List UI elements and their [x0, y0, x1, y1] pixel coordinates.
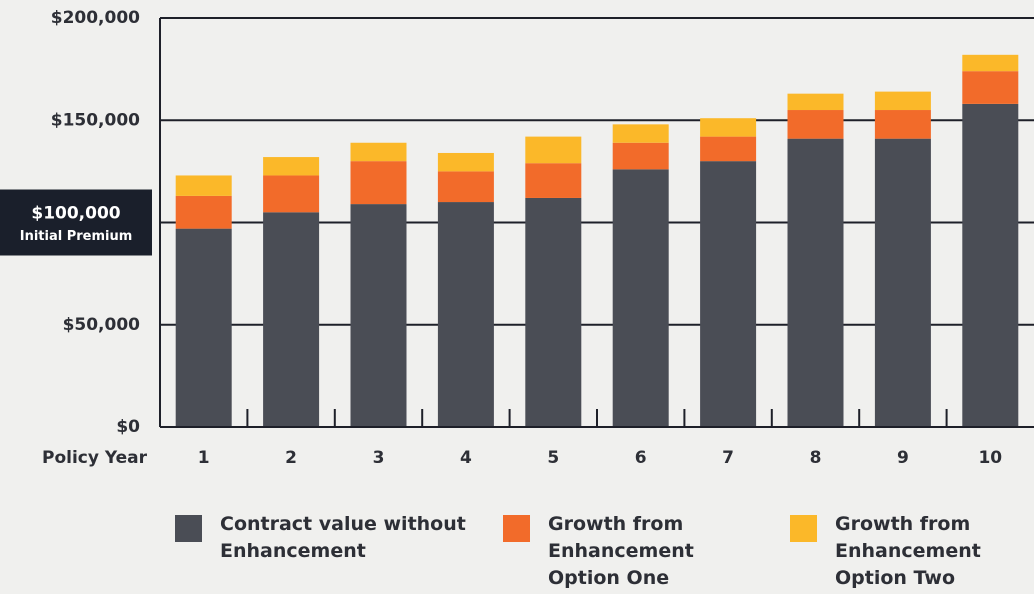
x-tick-label: 6	[635, 448, 647, 468]
bar-segment	[962, 103, 1019, 427]
x-tick-label: 10	[978, 448, 1002, 468]
bar-segment	[612, 169, 669, 427]
legend-label: Growth from Enhancement Option One	[548, 513, 694, 589]
bar-segment	[525, 197, 582, 427]
x-tick-label: 2	[285, 448, 297, 468]
bar-segment	[700, 161, 757, 427]
x-tick-label: 1	[198, 448, 210, 468]
y-tick-label: $150,000	[51, 110, 140, 130]
x-axis-label: Policy Year	[42, 448, 148, 468]
x-tick-label: 7	[722, 448, 734, 468]
y-tick-label: $100,000	[31, 204, 120, 224]
legend-label: Growth from Enhancement Option Two	[835, 513, 981, 589]
x-tick-label: 4	[460, 448, 472, 468]
bar-segment	[437, 171, 494, 203]
legend-item: Growth from Enhancement Option Two	[790, 513, 1005, 592]
x-tick-label: 8	[810, 448, 822, 468]
bar-segment	[787, 93, 844, 111]
bar-segment	[175, 195, 232, 229]
legend-swatch	[503, 515, 530, 542]
bar-segment	[874, 110, 931, 139]
bar-segment	[350, 161, 407, 205]
bar-segment	[700, 136, 757, 162]
bar-segment	[350, 142, 407, 162]
bar-segment	[962, 71, 1019, 104]
y-tick-label: $50,000	[63, 315, 141, 335]
bar-segment	[787, 110, 844, 139]
bar-segment	[175, 228, 232, 427]
bar-segment	[525, 163, 582, 198]
bar-segment	[962, 54, 1019, 72]
bar-segment	[175, 175, 232, 196]
bar-segment	[263, 175, 320, 213]
bar-segment	[612, 142, 669, 170]
bar-segment	[700, 118, 757, 137]
bar-segment	[350, 204, 407, 427]
bar-segment	[787, 138, 844, 427]
bar-segment	[263, 212, 320, 427]
y-tick-note: Initial Premium	[20, 229, 133, 244]
x-tick-label: 3	[373, 448, 385, 468]
legend-swatch	[175, 515, 202, 542]
bar-segment	[612, 124, 669, 143]
highlight-box	[0, 189, 152, 256]
bar-segment	[874, 91, 931, 111]
legend-swatch	[790, 515, 817, 542]
bar-segment	[437, 202, 494, 427]
y-tick-label: $200,000	[51, 8, 140, 28]
legend-item: Contract value without Enhancement	[175, 513, 470, 565]
y-tick-label: $0	[116, 417, 140, 437]
bar-segment	[437, 152, 494, 172]
bar-segment	[874, 138, 931, 427]
legend-item: Growth from Enhancement Option One	[503, 513, 718, 592]
bar-segment	[525, 136, 582, 164]
legend-label: Contract value without Enhancement	[220, 513, 466, 562]
x-tick-label: 5	[547, 448, 559, 468]
bar-segment	[263, 157, 320, 176]
x-tick-label: 9	[897, 448, 909, 468]
